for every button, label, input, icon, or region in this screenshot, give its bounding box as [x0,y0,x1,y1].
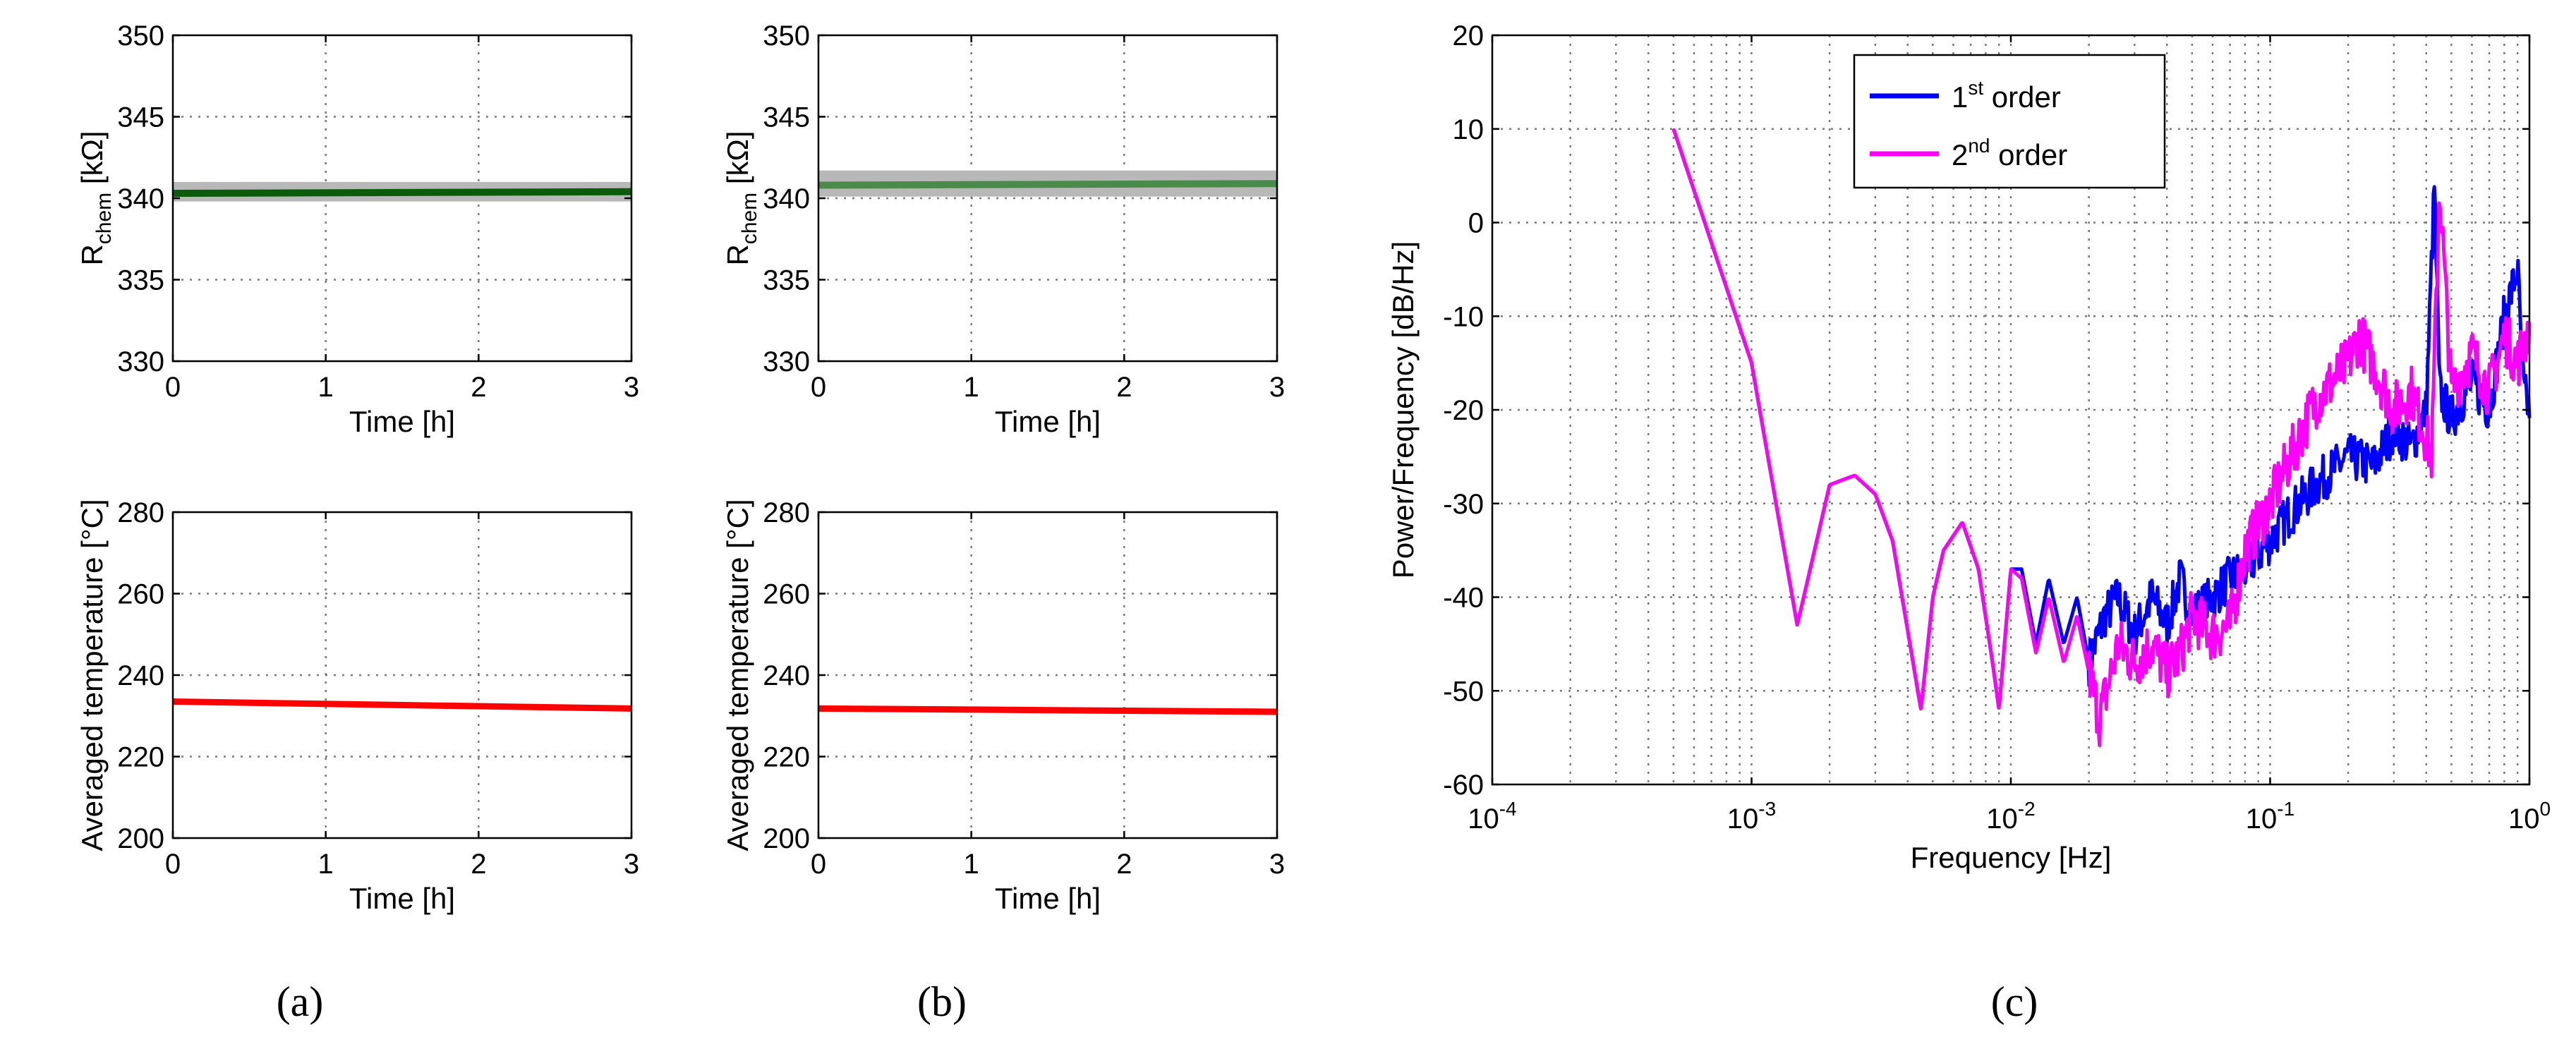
chart-a-top-xlabel: Time [h] [349,405,455,438]
chart-a-bottom-xlabel: Time [h] [349,882,455,915]
chart-c-ytick-label-8: 20 [1453,20,1484,51]
chart-b-top-xlabel: Time [h] [995,405,1101,438]
chart-a-top-xtick-label-3: 3 [624,372,639,403]
chart-b-top-ytick-label-3: 345 [763,102,810,133]
panel-label-c: (c) [1991,978,2038,1025]
chart-c-xtick-label-0: 10-4 [1468,798,1516,835]
chart-b-bottom: 200 220 240 260 280 0 1 2 3 Time [h] Averaged temp… [721,497,1285,915]
chart-b-top-ytick-label-0: 330 [763,346,810,377]
chart-a-bottom-xtick-label-3: 3 [624,849,639,880]
chart-c-ytick-label-2: -40 [1443,583,1484,614]
chart-c-series-2nd-order [1671,128,2532,748]
chart-b-bottom-ylabel: Averaged temperature [°C] [721,499,754,851]
chart-a-top-ytick-label-3: 345 [117,102,164,133]
chart-b-bottom-ytick-label-3: 260 [763,579,810,610]
chart-b-bottom-ytick-label-0: 200 [763,823,810,854]
panel-label-a: (a) [277,978,324,1025]
chart-a-bottom-ytick-label-0: 200 [117,823,164,854]
chart-a-bottom-ytick-label-3: 260 [117,579,164,610]
chart-a-top-ytick-label-1: 335 [117,265,164,296]
chart-c-xtick-label-4: 100 [2508,798,2551,835]
chart-b-bottom-xlabel: Time [h] [995,882,1101,915]
chart-b-top-ytick-label-4: 350 [763,20,810,51]
chart-c-xtick-label-2: 10-2 [1986,798,2035,835]
chart-c-ytick-label-5: -10 [1443,301,1484,332]
chart-c-legend: 1st order 2nd order [1853,54,2166,189]
chart-a-bottom-xtick-label-2: 2 [471,849,486,880]
chart-c: -60 -50 -40 -30 -20 -10 0 10 20 10-4 10-3 10-2 10-1 1… [1386,20,2551,874]
chart-a-bottom: 200 220 240 260 280 0 1 2 3 Time [h] Averaged temp… [75,497,639,915]
chart-b-bottom-ytick-label-4: 280 [763,497,810,528]
chart-a-top: 330 335 340 345 350 0 1 2 3 Time [h] Rchem [kΩ] [75,20,639,438]
chart-a-top-xtick-label-2: 2 [471,372,486,403]
chart-c-xtick-label-3: 10-1 [2246,798,2294,835]
chart-a-bottom-ytick-label-2: 240 [117,660,164,691]
chart-c-legend-label-0: 1st order [1952,77,2061,114]
chart-b-top-xtick-label-1: 1 [964,372,979,403]
chart-c-xlabel: Frequency [Hz] [1911,841,2112,874]
chart-c-ytick-label-1: -50 [1443,676,1484,707]
chart-a-top-xtick-label-1: 1 [318,372,334,403]
chart-c-xtick-label-1: 10-3 [1727,798,1776,835]
chart-b-top-ylabel: Rchem [kΩ] [721,131,761,265]
chart-b-top-series-filtered [818,180,1278,189]
chart-b-bottom-xtick-label-2: 2 [1116,849,1132,880]
chart-b-top-xtick-label-0: 0 [811,372,826,403]
chart-a-bottom-xtick-label-1: 1 [318,849,334,880]
chart-b-top-xtick-label-3: 3 [1269,372,1285,403]
chart-b-top-xtick-label-2: 2 [1116,372,1132,403]
chart-b-bottom-ytick-label-1: 220 [763,742,810,773]
panel-label-b: (b) [917,978,967,1025]
chart-a-top-xtick-label-0: 0 [165,372,181,403]
chart-c-legend-box [1853,54,2166,189]
chart-a-bottom-ylabel: Averaged temperature [°C] [75,499,109,851]
chart-a-top-ytick-label-2: 340 [117,183,164,214]
chart-a-top-ytick-label-0: 330 [117,346,164,377]
chart-a-bottom-series-temperature [172,698,632,712]
chart-b-bottom-xtick-label-1: 1 [964,849,979,880]
chart-b-top-ytick-label-1: 335 [763,265,810,296]
chart-b-bottom-series-temperature [818,705,1278,715]
chart-c-ytick-label-6: 0 [1468,208,1484,239]
chart-a-bottom-xtick-label-0: 0 [165,849,181,880]
chart-a-top-series-filtered [172,188,632,198]
chart-a-top-ytick-label-4: 350 [117,20,164,51]
chart-a-top-ylabel: Rchem [kΩ] [75,131,116,265]
chart-c-ytick-label-3: -30 [1443,489,1484,520]
chart-b-bottom-xtick-label-3: 3 [1269,849,1285,880]
chart-c-ytick-label-4: -20 [1443,395,1484,426]
chart-b-bottom-xtick-label-0: 0 [811,849,826,880]
chart-b-top-ytick-label-2: 340 [763,183,810,214]
chart-b-top: 330 335 340 345 350 0 1 2 3 Time [h] Rchem [kΩ] [721,20,1285,438]
chart-c-legend-label-1: 2nd order [1952,135,2067,171]
chart-b-bottom-ytick-label-2: 240 [763,660,810,691]
chart-a-bottom-ytick-label-4: 280 [117,497,164,528]
chart-c-ytick-label-0: -60 [1443,770,1484,801]
chart-a-bottom-ytick-label-1: 220 [117,742,164,773]
chart-c-ylabel: Power/Frequency [dB/Hz] [1386,241,1420,579]
chart-c-ytick-label-7: 10 [1453,114,1484,145]
